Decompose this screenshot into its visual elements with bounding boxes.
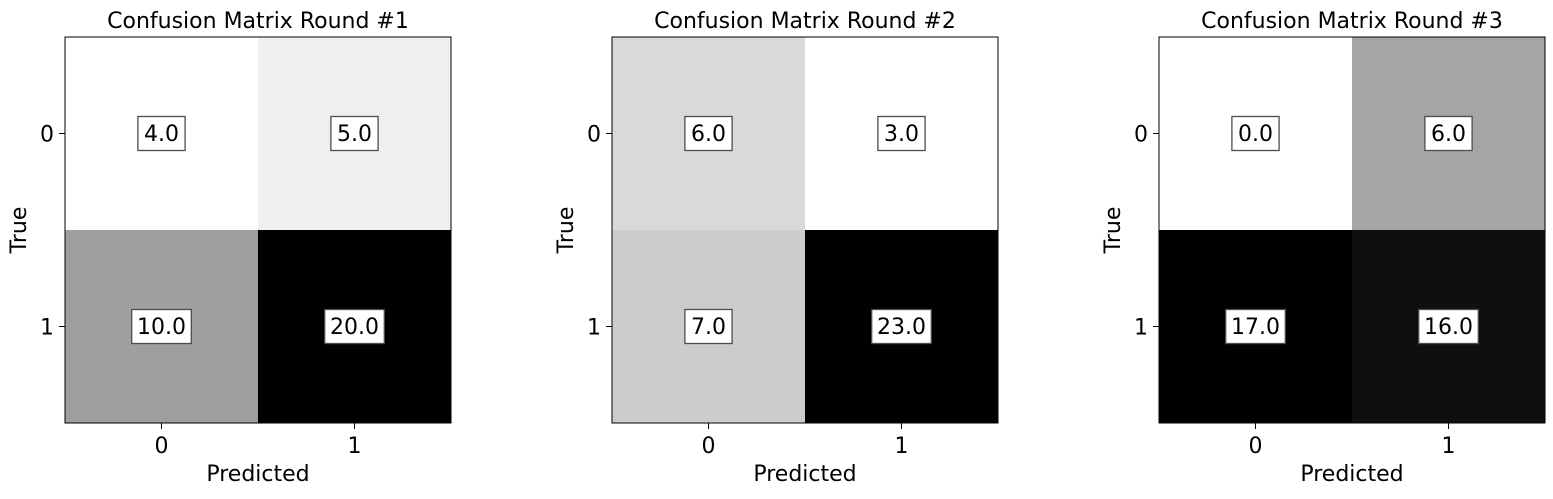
x-tick-label-0: 0: [702, 434, 716, 459]
cell-value-box-r0-c1: [330, 115, 379, 152]
x-tick-label-1: 1: [1442, 434, 1456, 459]
y-tick-label-1: 1: [587, 316, 601, 341]
y-axis-label: True: [7, 207, 32, 255]
cell-value-box-r1-c1: [324, 308, 385, 345]
y-tick-label-0: 0: [40, 123, 54, 148]
axes-frame: [611, 36, 999, 424]
x-tick-label-0: 0: [1249, 434, 1263, 459]
cell-value-box-r1-c1: [871, 308, 932, 345]
cell-value-label-r0-c0: 6.0: [691, 122, 726, 147]
cell-value-label-r1-c1: 20.0: [330, 315, 379, 340]
cell-value-label-r0-c0: 0.0: [1238, 122, 1273, 147]
chart-title: Confusion Matrix Round #2: [654, 9, 956, 34]
confusion-matrix-panel-2: 6.0 3.0 7.0 23.0 0 1 0 1 Confusion Matrix Round …: [554, 9, 999, 487]
cell-value-box-r1-c1: [1418, 308, 1479, 345]
x-tick-label-1: 1: [348, 434, 362, 459]
cell-value-box-r1-c0: [131, 308, 192, 345]
cell-value-label-r1-c0: 10.0: [137, 315, 186, 340]
x-tick-label-1: 1: [895, 434, 909, 459]
x-axis-label: Predicted: [753, 462, 856, 487]
cell-value-box-r1-c0: [684, 308, 733, 345]
cell-value-box-r0-c0: [137, 115, 186, 152]
y-tick-label-1: 1: [1134, 316, 1148, 341]
cell-value-box-r1-c0: [1225, 308, 1286, 345]
cell-value-box-r0-c0: [684, 115, 733, 152]
confusion-matrix-panel-3: 0.0 6.0 17.0 16.0 0 1 0 1 Confusion Matrix Round…: [1101, 9, 1546, 487]
axes-frame: [1158, 36, 1546, 424]
cell-value-box-r0-c0: [1231, 115, 1280, 152]
cell-value-label-r1-c1: 16.0: [1424, 315, 1473, 340]
x-axis-label: Predicted: [206, 462, 309, 487]
x-axis-label: Predicted: [1300, 462, 1403, 487]
chart-title: Confusion Matrix Round #1: [107, 9, 409, 34]
y-axis-label: True: [554, 207, 579, 255]
cell-value-label-r0-c1: 5.0: [337, 122, 372, 147]
x-tick-label-0: 0: [155, 434, 169, 459]
y-tick-label-0: 0: [587, 123, 601, 148]
cell-value-label-r1-c0: 17.0: [1231, 315, 1280, 340]
cell-value-label-r0-c1: 3.0: [884, 122, 919, 147]
cell-value-label-r0-c0: 4.0: [144, 122, 179, 147]
cell-value-box-r0-c1: [1424, 115, 1473, 152]
cell-value-label-r1-c0: 7.0: [691, 315, 726, 340]
y-tick-label-1: 1: [40, 316, 54, 341]
cell-value-label-r1-c1: 23.0: [877, 315, 926, 340]
axes-frame: [64, 36, 452, 424]
cell-value-label-r0-c1: 6.0: [1431, 122, 1466, 147]
confusion-matrix-panel-1: 4.0 5.0 10.0 20.0 0 1 0 1 Confusion Matrix Round…: [7, 9, 452, 487]
y-axis-label: True: [1101, 207, 1126, 255]
chart-title: Confusion Matrix Round #3: [1201, 9, 1503, 34]
cell-value-box-r0-c1: [877, 115, 926, 152]
y-tick-label-0: 0: [1134, 123, 1148, 148]
